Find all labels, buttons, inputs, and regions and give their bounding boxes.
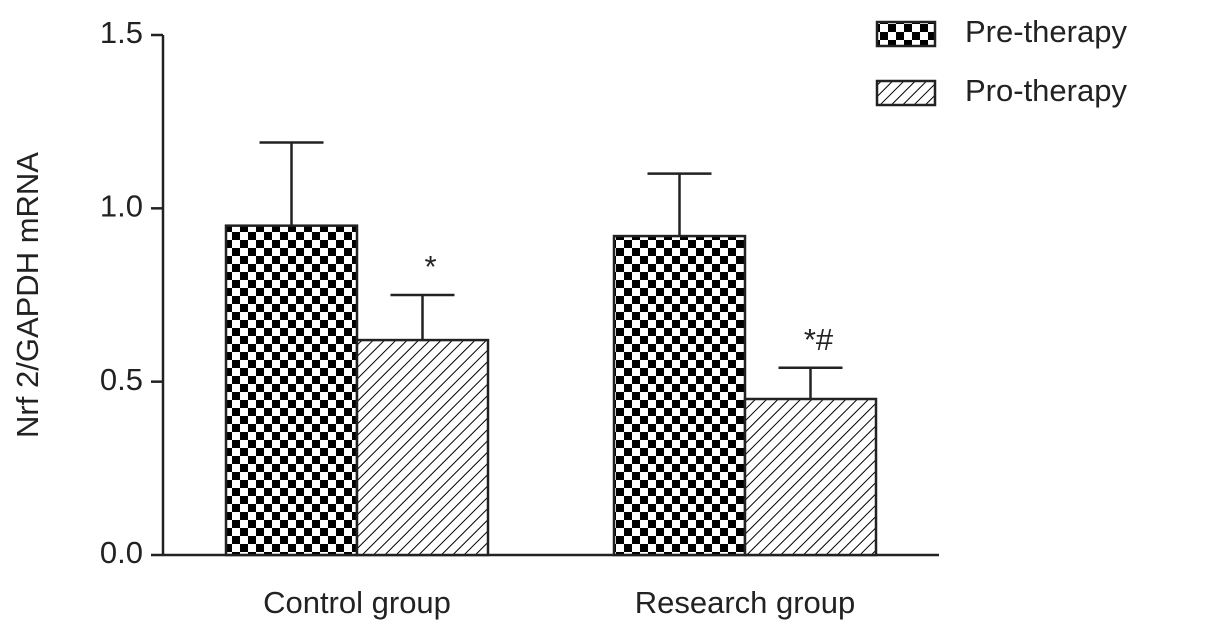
bar [224,224,359,557]
x-tick-label: Control group [263,585,451,620]
legend-swatch [875,79,937,107]
bar [612,234,747,557]
legend-label: Pro-therapy [965,73,1127,108]
bar [355,338,490,557]
y-tick-label: 0.5 [100,362,143,397]
x-tick-label: Research group [635,585,856,620]
bar [743,397,878,557]
y-axis-label: Nrf 2/GAPDH mRNA [10,152,45,438]
y-tick-label: 1.5 [100,15,143,50]
y-tick-label: 1.0 [100,189,143,224]
annotation: * [424,249,436,284]
legend-swatch [875,20,937,48]
y-tick-label: 0.0 [100,535,143,570]
annotation: *# [804,322,834,357]
legend-label: Pre-therapy [965,14,1127,49]
